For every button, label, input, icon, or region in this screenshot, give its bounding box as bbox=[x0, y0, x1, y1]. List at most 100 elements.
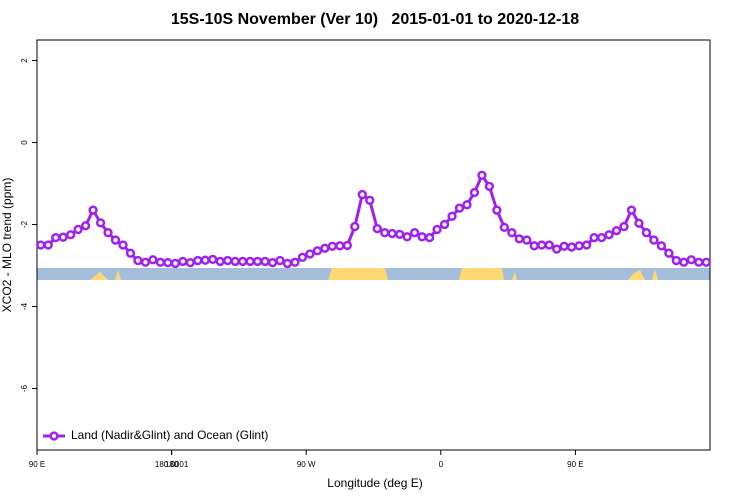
land-patch bbox=[115, 270, 121, 280]
data-point bbox=[155, 257, 166, 267]
data-point bbox=[417, 232, 427, 242]
legend-marker bbox=[49, 431, 59, 441]
data-point bbox=[230, 256, 240, 267]
data-point bbox=[387, 228, 397, 239]
data-point bbox=[335, 241, 345, 251]
x-tick-label: 180 bbox=[165, 460, 179, 469]
data-point bbox=[43, 240, 53, 250]
data-point bbox=[395, 229, 405, 239]
data-point bbox=[492, 205, 502, 215]
x-tick-label: 90 W bbox=[297, 460, 316, 469]
data-point bbox=[215, 256, 225, 267]
data-point bbox=[619, 221, 629, 232]
data-point bbox=[342, 240, 352, 251]
data-point bbox=[454, 203, 465, 213]
data-point bbox=[611, 226, 622, 236]
x-tick-label: 180.0001 bbox=[155, 460, 189, 469]
data-point bbox=[88, 205, 98, 215]
data-point bbox=[185, 257, 195, 268]
data-point bbox=[604, 230, 614, 240]
data-point bbox=[380, 228, 390, 238]
data-point bbox=[178, 256, 188, 267]
series-line bbox=[40, 172, 707, 265]
data-point bbox=[529, 241, 539, 251]
data-point bbox=[656, 241, 667, 251]
y-axis-label: XCO2 - MLO trend (ppm) bbox=[0, 178, 14, 313]
data-point bbox=[252, 256, 263, 267]
y-tick-label: -4 bbox=[20, 302, 29, 310]
chart-title: 15S-10S November (Ver 10) 2015-01-01 to … bbox=[171, 11, 579, 28]
data-point bbox=[484, 181, 495, 192]
land-patch bbox=[512, 272, 517, 280]
x-tick-label: 90 E bbox=[567, 460, 583, 469]
data-point bbox=[95, 218, 106, 228]
data-point bbox=[634, 218, 644, 228]
data-point bbox=[193, 255, 203, 266]
data-point bbox=[649, 235, 659, 245]
data-point bbox=[596, 232, 607, 243]
data-point bbox=[320, 243, 330, 253]
data-point bbox=[626, 205, 637, 215]
data-point bbox=[432, 224, 442, 235]
data-point bbox=[477, 170, 487, 180]
data-point bbox=[694, 257, 704, 267]
land-ocean-band bbox=[37, 268, 710, 280]
y-tick-label: 2 bbox=[20, 58, 29, 63]
data-point bbox=[641, 228, 652, 238]
data-point bbox=[312, 246, 323, 256]
data-point bbox=[522, 235, 532, 245]
data-point bbox=[581, 240, 592, 250]
data-point bbox=[208, 254, 218, 265]
data-point bbox=[305, 249, 315, 259]
data-point bbox=[469, 187, 480, 198]
data-point bbox=[103, 228, 113, 238]
data-point bbox=[245, 256, 255, 267]
data-point bbox=[148, 255, 158, 265]
x-tick-label: 0 bbox=[439, 460, 444, 469]
data-point bbox=[507, 228, 517, 238]
data-point bbox=[589, 232, 599, 243]
data-point bbox=[282, 258, 293, 269]
data-point bbox=[567, 242, 577, 252]
data-point bbox=[372, 223, 382, 234]
data-point bbox=[58, 232, 68, 242]
data-point bbox=[327, 241, 338, 251]
data-point bbox=[200, 255, 210, 265]
data-point bbox=[110, 235, 121, 245]
data-point bbox=[424, 232, 435, 243]
data-point bbox=[73, 224, 83, 235]
data-point bbox=[133, 255, 143, 266]
data-point bbox=[559, 241, 569, 251]
data-point bbox=[290, 257, 300, 267]
data-point bbox=[163, 257, 173, 268]
data-point bbox=[297, 252, 308, 262]
data-point bbox=[170, 258, 180, 269]
data-point bbox=[237, 256, 248, 267]
data-point bbox=[140, 257, 151, 267]
data-point bbox=[686, 255, 696, 265]
data-point bbox=[357, 189, 367, 200]
x-axis-label: Longitude (deg E) bbox=[327, 476, 422, 490]
data-point bbox=[66, 230, 76, 240]
data-point bbox=[439, 219, 450, 230]
data-point bbox=[447, 211, 457, 221]
data-point bbox=[409, 228, 420, 238]
y-tick-label: -6 bbox=[20, 384, 29, 392]
data-point bbox=[365, 195, 375, 205]
land-patch bbox=[628, 270, 645, 280]
data-point bbox=[260, 256, 270, 267]
data-point bbox=[80, 221, 91, 231]
data-point bbox=[350, 221, 360, 232]
data-point bbox=[679, 257, 689, 267]
plot-frame bbox=[36, 39, 711, 451]
y-tick-label: -2 bbox=[20, 220, 29, 228]
data-point bbox=[275, 255, 285, 266]
land-patch bbox=[328, 268, 388, 280]
legend-label: Land (Nadir&Glint) and Ocean (Glint) bbox=[71, 428, 268, 442]
data-point bbox=[574, 241, 584, 251]
data-point bbox=[36, 240, 46, 250]
data-point bbox=[514, 234, 524, 244]
x-tick-label: 90 E bbox=[29, 460, 45, 469]
data-point bbox=[267, 257, 278, 268]
land-patch bbox=[459, 268, 504, 280]
